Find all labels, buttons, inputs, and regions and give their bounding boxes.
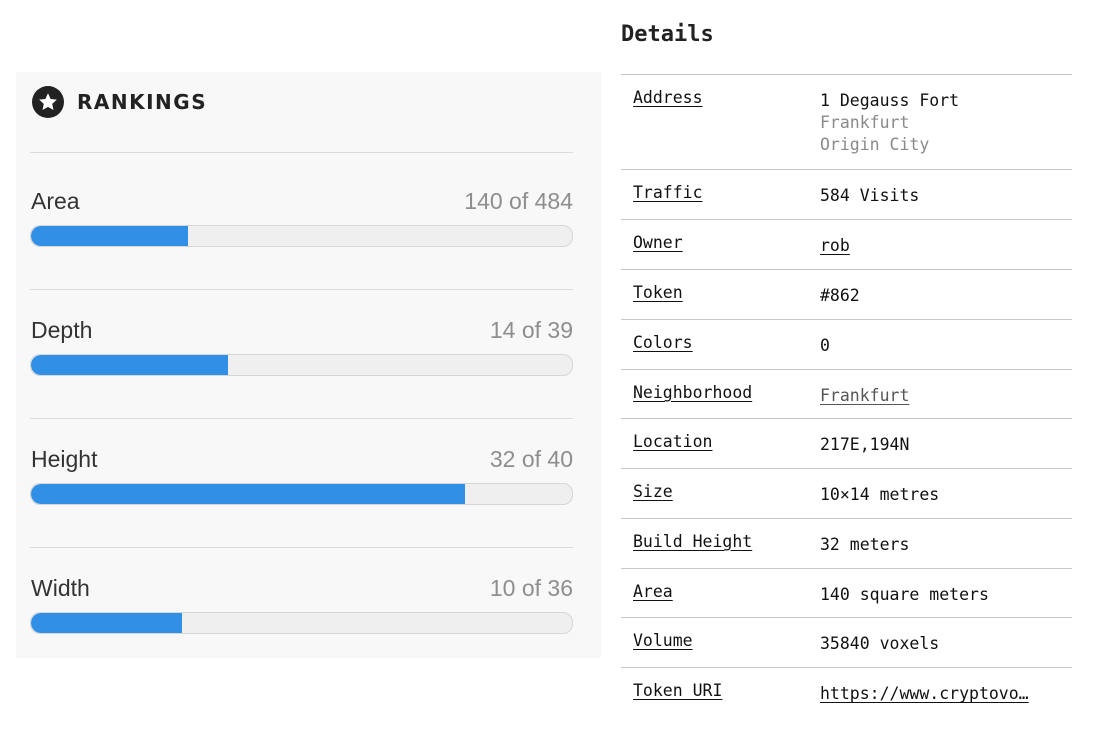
token-uri-link[interactable]: https://www.cryptovo… <box>820 684 1029 703</box>
details-row-owner: Owner rob <box>621 220 1072 270</box>
details-key-volume[interactable]: Volume <box>633 631 693 650</box>
ranking-row-width: Width 10 of 36 <box>30 575 573 637</box>
details-value-owner: rob <box>820 220 1072 269</box>
rankings-title: RANKINGS <box>77 90 208 114</box>
ranking-row-height: Height 32 of 40 <box>30 446 573 508</box>
ranking-progress-fill <box>31 613 183 633</box>
ranking-label: Height <box>31 446 98 472</box>
owner-link[interactable]: rob <box>820 236 850 255</box>
details-key-neighborhood[interactable]: Neighborhood <box>633 383 753 402</box>
details-row-neighborhood: Neighborhood Frankfurt <box>621 370 1072 419</box>
details-key-token[interactable]: Token <box>633 283 683 302</box>
details-value-colors: 0 <box>820 336 830 355</box>
divider <box>30 547 573 548</box>
details-key-traffic[interactable]: Traffic <box>633 183 703 202</box>
ranking-progress-fill <box>31 226 188 246</box>
details-value-token-uri: https://www.cryptovo… <box>820 668 1072 718</box>
details-value-neighborhood: Frankfurt <box>820 370 1072 418</box>
divider <box>30 152 573 153</box>
details-key-owner[interactable]: Owner <box>633 233 683 252</box>
address-line-neighborhood: Frankfurt <box>820 113 910 132</box>
neighborhood-link[interactable]: Frankfurt <box>820 386 910 405</box>
details-value-volume: 35840 voxels <box>820 634 940 653</box>
divider <box>30 289 573 290</box>
rankings-panel: RANKINGS Area 140 of 484 Depth 14 of 39 … <box>16 72 601 658</box>
address-line-street: 1 Degauss Fort <box>820 91 960 110</box>
details-value-size: 10×14 metres <box>820 485 940 504</box>
ranking-progress-bar <box>30 354 573 376</box>
details-row-colors: Colors 0 <box>621 320 1072 370</box>
rankings-header: RANKINGS <box>32 86 207 118</box>
details-value-area: 140 square meters <box>820 585 989 604</box>
divider <box>30 418 573 419</box>
details-row-token: Token #862 <box>621 270 1072 320</box>
details-table: Address 1 Degauss Fort Frankfurt Origin … <box>621 74 1072 718</box>
details-key-colors[interactable]: Colors <box>633 333 693 352</box>
ranking-label: Depth <box>31 317 93 343</box>
details-row-build-height: Build Height 32 meters <box>621 519 1072 569</box>
ranking-value: 10 of 36 <box>489 575 573 601</box>
details-value-token: #862 <box>820 286 860 305</box>
ranking-value: 14 of 39 <box>489 317 573 343</box>
ranking-progress-fill <box>31 355 228 375</box>
details-row-size: Size 10×14 metres <box>621 469 1072 519</box>
ranking-progress-bar <box>30 225 573 247</box>
details-key-build-height[interactable]: Build Height <box>633 532 753 551</box>
star-icon <box>32 86 64 118</box>
details-key-area[interactable]: Area <box>633 582 673 601</box>
details-row-volume: Volume 35840 voxels <box>621 618 1072 668</box>
ranking-progress-fill <box>31 484 466 504</box>
ranking-progress-bar <box>30 483 573 505</box>
details-key-address[interactable]: Address <box>633 88 703 107</box>
details-row-location: Location 217E,194N <box>621 419 1072 469</box>
details-key-size[interactable]: Size <box>633 482 673 501</box>
ranking-label: Area <box>31 188 80 214</box>
details-row-address: Address 1 Degauss Fort Frankfurt Origin … <box>621 75 1072 170</box>
address-line-city: Origin City <box>820 135 930 154</box>
ranking-label: Width <box>31 575 90 601</box>
details-row-area: Area 140 square meters <box>621 569 1072 618</box>
ranking-row-area: Area 140 of 484 <box>30 188 573 250</box>
ranking-value: 32 of 40 <box>489 446 573 472</box>
ranking-progress-bar <box>30 612 573 634</box>
ranking-row-depth: Depth 14 of 39 <box>30 317 573 379</box>
details-row-traffic: Traffic 584 Visits <box>621 170 1072 220</box>
ranking-value: 140 of 484 <box>464 188 573 214</box>
details-key-location[interactable]: Location <box>633 432 713 451</box>
details-row-token-uri: Token URI https://www.cryptovo… <box>621 668 1072 718</box>
details-value-build-height: 32 meters <box>820 535 910 554</box>
details-value-location: 217E,194N <box>820 435 910 454</box>
details-value-address: 1 Degauss Fort Frankfurt Origin City <box>820 75 1072 169</box>
details-key-token-uri[interactable]: Token URI <box>633 681 723 700</box>
details-title: Details <box>621 22 714 47</box>
details-value-traffic: 584 Visits <box>820 186 920 205</box>
